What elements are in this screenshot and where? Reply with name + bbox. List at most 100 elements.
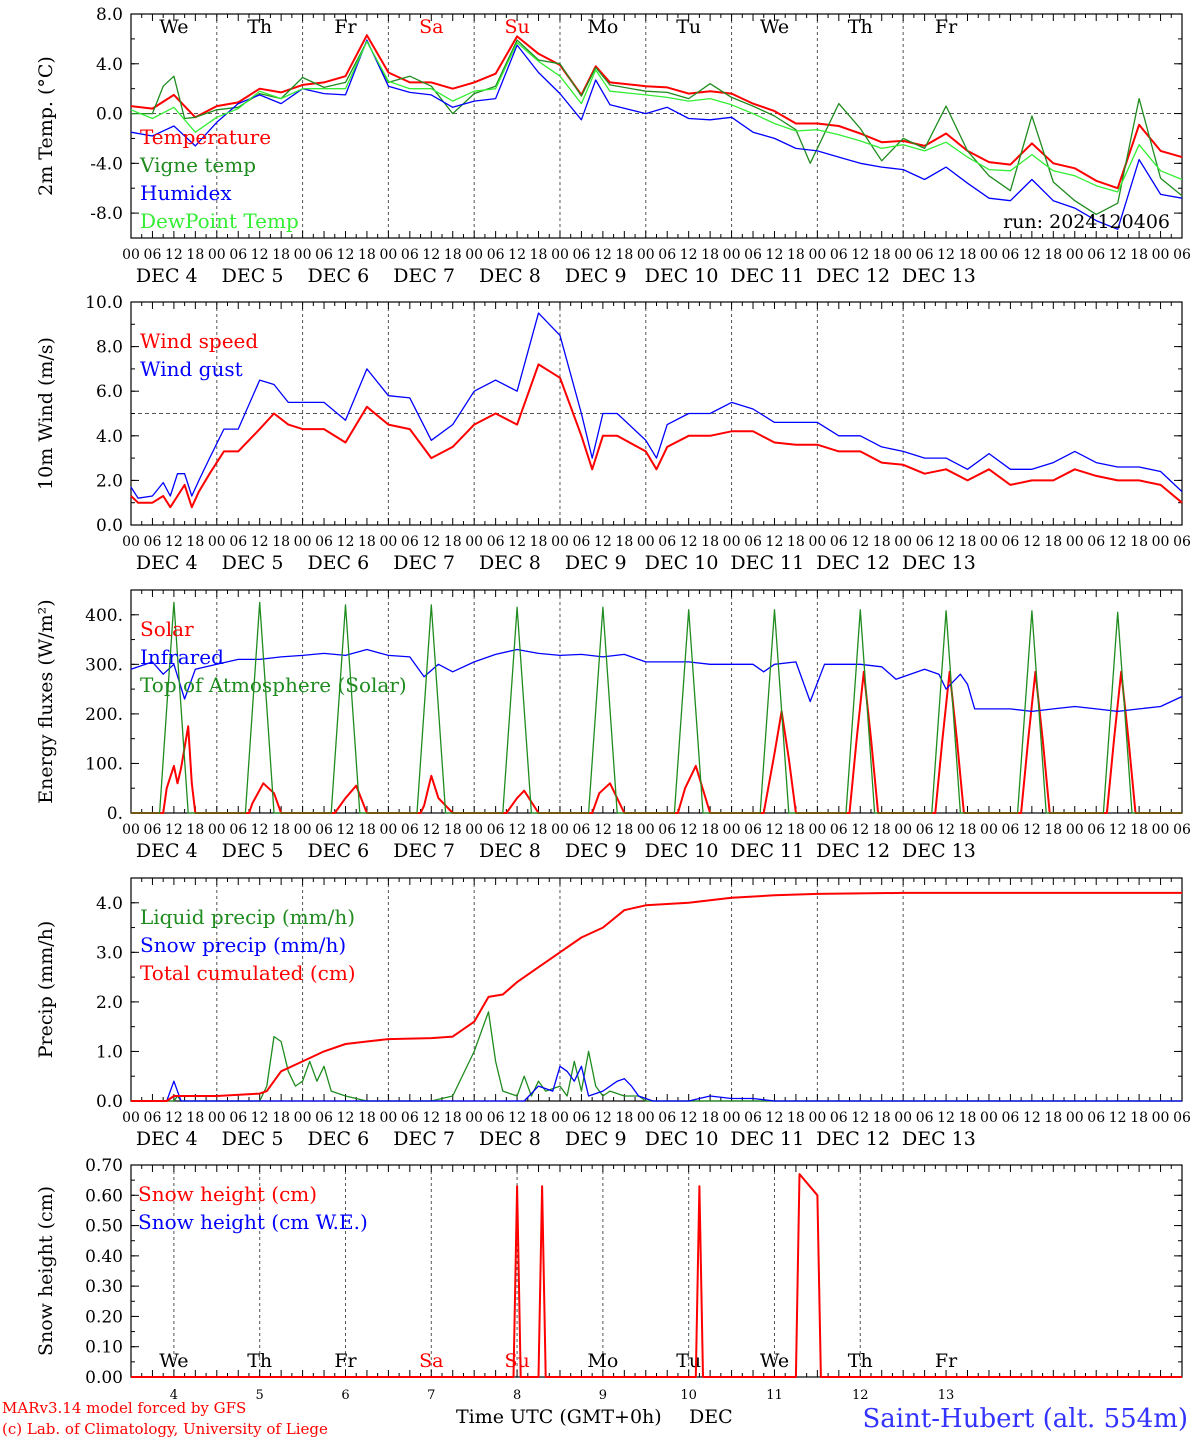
hour-label: 18 <box>873 1110 891 1126</box>
hour-label: 12 <box>422 822 440 838</box>
hour-label: 06 <box>744 247 762 263</box>
date-label: DEC 8 <box>479 840 541 862</box>
hour-label: 12 <box>680 1110 698 1126</box>
hour-label: 00 <box>894 247 912 263</box>
hour-label: 00 <box>723 822 741 838</box>
hour-label: 00 <box>1152 822 1170 838</box>
weekday-label: We <box>159 1350 188 1372</box>
hour-label: 06 <box>658 247 676 263</box>
day-number-label: 13 <box>938 1388 955 1403</box>
day-number-label: 7 <box>427 1388 435 1403</box>
hour-label: 18 <box>444 247 462 263</box>
hour-label: 00 <box>294 534 312 550</box>
hour-label: 00 <box>637 1110 655 1126</box>
hour-label: 00 <box>894 534 912 550</box>
hour-label: 00 <box>1066 1110 1084 1126</box>
series-line-temperature <box>130 34 1183 190</box>
y-tick-label: 0.0 <box>96 105 123 125</box>
plot-frame <box>130 13 1183 239</box>
day-number-label: 6 <box>341 1388 349 1403</box>
date-label: DEC 12 <box>816 840 890 862</box>
hour-label: 06 <box>744 534 762 550</box>
hour-label: 00 <box>894 1110 912 1126</box>
hour-label: 06 <box>144 822 162 838</box>
hour-label: 12 <box>851 534 869 550</box>
hour-label: 00 <box>980 822 998 838</box>
y-tick-label: 400. <box>85 606 123 626</box>
date-label: DEC 5 <box>222 265 284 287</box>
weekday-label: Th <box>848 16 873 38</box>
hour-label: 06 <box>315 822 333 838</box>
legend-entry: Snow height (cm W.E.) <box>138 1210 368 1234</box>
hour-label: 06 <box>144 534 162 550</box>
legend-entry: Infrared <box>140 645 224 669</box>
hour-label: 06 <box>916 534 934 550</box>
legend-entry: Snow precip (mm/h) <box>140 933 346 957</box>
hour-label: 00 <box>980 1110 998 1126</box>
hour-label: 00 <box>551 822 569 838</box>
hour-label: 06 <box>744 822 762 838</box>
hour-label: 00 <box>379 822 397 838</box>
hour-label: 18 <box>787 822 805 838</box>
weekday-label: Fr <box>334 1350 357 1372</box>
hour-label: 12 <box>251 247 269 263</box>
day-number-label: 11 <box>766 1388 783 1403</box>
hour-label: 18 <box>787 247 805 263</box>
hour-label: 00 <box>551 534 569 550</box>
legend-entry: DewPoint Temp <box>140 209 299 233</box>
hour-label: 18 <box>530 534 548 550</box>
hour-label: 12 <box>937 822 955 838</box>
hour-label: 12 <box>251 822 269 838</box>
hour-label: 06 <box>401 534 419 550</box>
hour-label: 06 <box>1001 822 1019 838</box>
hour-label: 06 <box>916 247 934 263</box>
date-label: DEC 12 <box>816 552 890 574</box>
legend-entry: Total cumulated (cm) <box>140 961 356 985</box>
hour-label: 12 <box>508 247 526 263</box>
hour-label: 00 <box>808 534 826 550</box>
y-tick-label: 0.40 <box>85 1247 123 1267</box>
series-line-humidex <box>130 39 1183 230</box>
panel-energy-fluxes: 0. 100. 200. 300. 400. Energy fluxes (W/m²) 00… <box>35 589 1191 862</box>
hour-label: 00 <box>637 822 655 838</box>
hour-label: 12 <box>594 822 612 838</box>
y-tick-label: 3.0 <box>96 943 123 963</box>
legend-entry: Solar <box>140 617 194 641</box>
y-tick-label: -4.0 <box>90 154 123 174</box>
y-tick-label: 300. <box>85 655 123 675</box>
hour-label: 00 <box>465 534 483 550</box>
footer-model: MARv3.14 model forced by GFS <box>2 1399 246 1417</box>
hour-label: 12 <box>766 247 784 263</box>
hour-label: 06 <box>487 534 505 550</box>
day-number-label: 4 <box>170 1388 178 1403</box>
hour-label: 12 <box>594 247 612 263</box>
hour-label: 18 <box>1044 534 1062 550</box>
weekday-label: Mo <box>587 16 618 38</box>
date-label: DEC 7 <box>393 1128 455 1150</box>
hour-label: 12 <box>508 534 526 550</box>
hour-label: 06 <box>830 1110 848 1126</box>
hour-label: 18 <box>787 1110 805 1126</box>
date-label: DEC 12 <box>816 265 890 287</box>
hour-label: 18 <box>1044 247 1062 263</box>
series-line-wind-speed <box>130 363 1183 509</box>
weekday-label: Sa <box>419 16 443 38</box>
y-tick-label: 0.50 <box>85 1217 123 1237</box>
hour-label: 06 <box>1087 822 1105 838</box>
y-tick-label: -8.0 <box>90 204 123 224</box>
hour-label: 06 <box>658 1110 676 1126</box>
hour-label: 12 <box>337 822 355 838</box>
date-label: DEC 13 <box>902 840 976 862</box>
hour-label: 18 <box>358 247 376 263</box>
hour-label: 12 <box>422 247 440 263</box>
hour-label: 00 <box>122 1110 140 1126</box>
hour-label: 18 <box>701 822 719 838</box>
hour-label: 18 <box>1130 1110 1148 1126</box>
hour-label: 18 <box>186 822 204 838</box>
date-label: DEC 9 <box>565 265 627 287</box>
weekday-label: Mo <box>587 1350 618 1372</box>
hour-label: 18 <box>530 1110 548 1126</box>
hour-label: 12 <box>851 247 869 263</box>
hour-label: 18 <box>959 247 977 263</box>
